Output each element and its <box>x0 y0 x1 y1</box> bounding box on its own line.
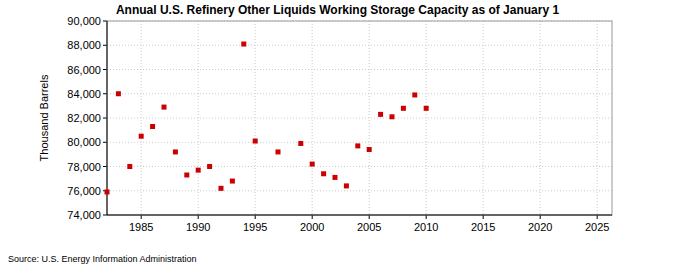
tick <box>103 93 107 94</box>
tick-label: 1990 <box>186 221 210 233</box>
tick <box>141 215 142 219</box>
point <box>150 124 155 129</box>
point <box>230 179 235 184</box>
point <box>332 175 337 180</box>
y-axis <box>107 21 108 215</box>
points <box>105 42 429 195</box>
point <box>344 183 349 188</box>
grid-line <box>483 21 484 215</box>
grid-line <box>198 21 199 215</box>
point <box>218 186 223 191</box>
point <box>298 141 303 146</box>
point <box>321 171 326 176</box>
tick <box>426 215 427 219</box>
grid-line <box>540 21 541 215</box>
tick <box>255 215 256 219</box>
tick <box>103 142 107 143</box>
tick <box>369 215 370 219</box>
grid-line <box>107 142 612 143</box>
grid-line <box>107 190 612 191</box>
point <box>127 164 132 169</box>
point <box>173 149 178 154</box>
tick-label: 74,000 <box>67 209 101 221</box>
point <box>105 189 110 194</box>
point <box>367 147 372 152</box>
tick <box>597 215 598 219</box>
background <box>0 0 675 275</box>
point <box>116 91 121 96</box>
point <box>275 149 280 154</box>
grid-line <box>107 45 612 46</box>
point <box>389 114 394 119</box>
grid-line <box>107 118 612 119</box>
tick-label: 76,000 <box>67 185 101 197</box>
plot-frame <box>107 21 612 215</box>
point <box>253 139 258 144</box>
tick <box>103 45 107 46</box>
title: Annual U.S. Refinery Other Liquids Worki… <box>116 3 560 17</box>
point <box>207 164 212 169</box>
tick-label: 78,000 <box>67 161 101 173</box>
tick-label: 2025 <box>585 221 609 233</box>
tick <box>103 118 107 119</box>
point <box>139 134 144 139</box>
point <box>161 105 166 110</box>
grid-line <box>107 215 612 216</box>
tick-label: 2015 <box>471 221 495 233</box>
point <box>424 106 429 111</box>
point <box>412 92 417 97</box>
point <box>184 172 189 177</box>
grid-line <box>255 21 256 215</box>
point <box>196 168 201 173</box>
tick-label: 86,000 <box>67 64 101 76</box>
tick-label: 2000 <box>300 221 324 233</box>
grid-line <box>312 21 313 215</box>
tick-label: 90,000 <box>67 15 101 27</box>
tick <box>103 215 107 216</box>
tick-label: 88,000 <box>67 39 101 51</box>
tick-label: 82,000 <box>67 112 101 124</box>
chart: Annual U.S. Refinery Other Liquids Worki… <box>0 0 675 275</box>
tick-label: 1995 <box>243 221 267 233</box>
grid-line <box>107 69 612 70</box>
point <box>310 162 315 167</box>
tick-label: 2005 <box>357 221 381 233</box>
point <box>378 112 383 117</box>
tick <box>312 215 313 219</box>
grid-line <box>141 21 142 215</box>
point <box>241 42 246 47</box>
tick-label: 80,000 <box>67 136 101 148</box>
tick-label: 2020 <box>528 221 552 233</box>
grid-line <box>369 21 370 215</box>
grid-line <box>597 21 598 215</box>
point <box>355 143 360 148</box>
grid-line <box>107 166 612 167</box>
tick-label: 1985 <box>129 221 153 233</box>
tick <box>483 215 484 219</box>
tick <box>103 21 107 22</box>
point <box>401 106 406 111</box>
tick <box>198 215 199 219</box>
grid-line <box>107 93 612 94</box>
tick <box>103 166 107 167</box>
tick-label: 2010 <box>414 221 438 233</box>
source: Source: U.S. Energy Information Administ… <box>8 254 197 264</box>
axis-label: Thousand Barrels <box>38 74 50 161</box>
tick <box>540 215 541 219</box>
tick-label: 84,000 <box>67 88 101 100</box>
x-axis <box>107 215 612 216</box>
tick <box>103 69 107 70</box>
grid-line <box>426 21 427 215</box>
